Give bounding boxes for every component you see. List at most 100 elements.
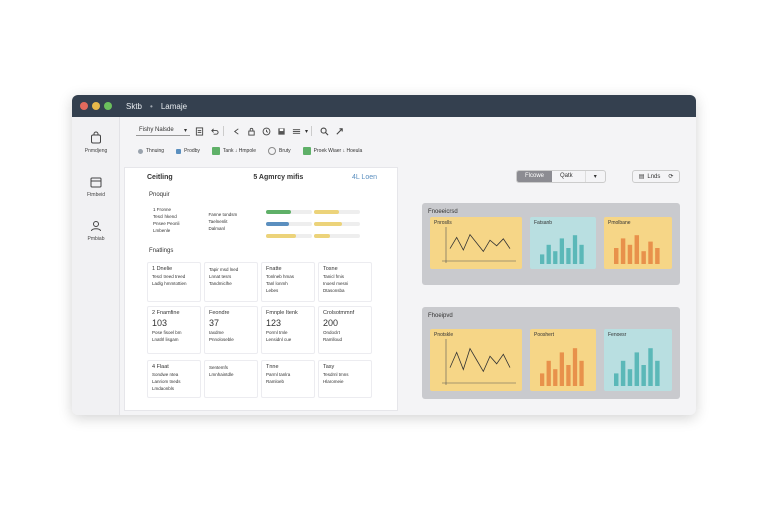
chart-bar xyxy=(641,251,646,264)
section-label: Pnoquir xyxy=(149,192,170,198)
flow-card[interactable]: Pnroslls xyxy=(430,217,522,269)
pointer-icon[interactable] xyxy=(230,125,242,137)
table-row: 4 Flaat Sondwe ntea Lanriom tneds Lmdaonbls… xyxy=(147,360,375,398)
search-icon[interactable] xyxy=(318,125,330,137)
filter-label: Proek Wiaer ↓ Hoeula xyxy=(313,148,363,154)
group-label: Fnoeeicrsd xyxy=(428,209,458,215)
panel-link[interactable]: 4L Loen xyxy=(351,174,377,181)
cell-line: 1 Fronne xyxy=(153,207,172,212)
chart-bar xyxy=(627,244,633,264)
flow-group-2: Fhoeipvd Pnotskle Pooshert Fenoesr xyxy=(422,307,680,399)
chart-bar xyxy=(579,244,584,264)
mini-chart xyxy=(540,235,584,264)
chart-bar xyxy=(620,238,626,264)
list-item[interactable]: Tosne Tanicl fmis Inoesl mesni Dtasonsba xyxy=(318,262,372,302)
filter-tank[interactable]: Tank ↓ Hmpole xyxy=(211,147,256,155)
cell-line: Lmbenle xyxy=(153,228,171,233)
flow-card[interactable]: Fenoesr xyxy=(604,329,672,391)
view-select[interactable]: Fishy Nalsde ▾ xyxy=(136,126,190,136)
sidebar-item-1[interactable]: Pnmdjeng xyxy=(72,123,120,161)
item-line: Lnnat tesrs xyxy=(209,274,232,279)
table-row: 1 Dnelie Tescl treed treed Ladlg hmmtottie… xyxy=(147,262,375,302)
layout-button[interactable]: ▤ Lnds ⟳ xyxy=(631,170,681,183)
progress-fill xyxy=(266,222,289,226)
item-line: Lebes xyxy=(266,288,279,293)
item-value: 103 xyxy=(152,318,168,328)
list-item[interactable]: 4 Flaat Sondwe ntea Lanriom tneds Lmdaonbls xyxy=(147,360,201,398)
flow-card[interactable]: Fatsanb xyxy=(530,217,596,269)
cell-line: Tescl hkend xyxy=(153,214,177,219)
panel-header: Ceitling 5 Agmrcy mifis 4L Loen xyxy=(147,174,377,181)
chevron-down-icon[interactable]: ▾ xyxy=(584,171,605,182)
row-cell: 1 Fronne Tescl hkend Pnsee Peonli Lmbenl… xyxy=(147,206,209,234)
chart-bar xyxy=(546,360,551,386)
sidebar-item-2[interactable]: Ftmbeid xyxy=(72,167,120,205)
filter-bruty[interactable]: Bruty xyxy=(268,147,291,155)
item-value: 37 xyxy=(209,318,220,328)
title-bar: Sktb • Lamaje xyxy=(72,95,696,117)
chevron-down-icon[interactable]: ▾ xyxy=(305,128,309,135)
filter-prodby[interactable]: Prodby xyxy=(176,148,200,154)
toolbar-divider xyxy=(223,126,224,136)
chart-bar xyxy=(553,251,558,264)
list-item[interactable]: Fmnple Itenk 123 Porml tmle Lensidnl cue xyxy=(261,306,315,354)
filter-thnuing[interactable]: Thnuing xyxy=(138,148,164,154)
list-item[interactable]: 1 Dnelie Tescl treed treed Ladlg hmmtottie… xyxy=(147,262,201,302)
progress-column xyxy=(264,206,375,238)
chart-bar xyxy=(559,352,564,386)
status-icon xyxy=(211,147,220,155)
list-item[interactable]: Feondre 37 Iaxdme Pnnoloseble xyxy=(204,306,258,354)
panel-subtitle: 5 Agmrcy mifis xyxy=(253,174,304,181)
progress-fill xyxy=(314,222,342,226)
list-icon[interactable] xyxy=(290,125,302,137)
tab-flow[interactable]: Flcowe xyxy=(517,171,553,182)
item-heading: 2 Fnamfine xyxy=(152,310,180,316)
clock-icon[interactable] xyxy=(260,125,272,137)
document-icon[interactable] xyxy=(193,125,205,137)
flow-card[interactable]: Pooshert xyxy=(530,329,596,391)
flow-card[interactable]: Pnotskle xyxy=(430,329,522,391)
minimize-window-button[interactable] xyxy=(92,102,100,110)
item-line: Ramloeb xyxy=(266,379,285,384)
chart-bar xyxy=(579,360,584,386)
list-item[interactable]: Crolsotmmnf 200 Ondoclrt Ramlloud xyxy=(318,306,372,354)
undo-icon[interactable] xyxy=(208,125,220,137)
save-icon[interactable] xyxy=(275,125,287,137)
mini-chart xyxy=(614,235,660,264)
lock-icon[interactable] xyxy=(245,125,257,137)
section-label: Fnatlings xyxy=(149,248,174,254)
settings-panel: Ceitling 5 Agmrcy mifis 4L Loen Pnoquir … xyxy=(124,167,398,411)
expand-icon[interactable] xyxy=(333,125,345,137)
view-controls: Flcowe Qatk ▾ ▤ Lnds ⟳ xyxy=(516,170,681,183)
list-item[interactable]: 2 Fnamfine 103 Pose fisoel bm Lnatlrl lisga… xyxy=(147,306,201,354)
cell-line: Pnsee Peonli xyxy=(153,221,180,226)
progress-bar xyxy=(314,222,360,226)
window-title: Sktb xyxy=(126,101,143,111)
chart-bar xyxy=(540,254,545,264)
tag-icon xyxy=(138,148,143,154)
list-item[interactable]: Tasy Tesdrnl tmns Hlaromeie xyxy=(318,360,372,398)
chart-bar xyxy=(546,244,551,264)
list-item[interactable]: Fnatte Tonlneb hmas Tanl lonmh Lebes xyxy=(261,262,315,302)
app-window: Sktb • Lamaje Pnmdjeng Ftmbeid Pmbiab Fi… xyxy=(72,95,696,415)
zoom-window-button[interactable] xyxy=(104,102,112,110)
chart-bar xyxy=(572,348,578,386)
table-row: 1 Fronne Tescl hkend Pnsee Peonli Lmbenl… xyxy=(147,206,375,238)
tab-qatk[interactable]: Qatk xyxy=(560,173,573,179)
list-item[interactable]: Sentemfs Lmnhaintdle xyxy=(204,360,258,398)
filter-proek[interactable]: Proek Wiaer ↓ Hoeula xyxy=(302,147,363,155)
cell-line: Dalmanl xyxy=(208,226,226,231)
sidebar-item-3[interactable]: Pmbiab xyxy=(72,211,120,249)
view-toggle: Flcowe Qatk ▾ xyxy=(516,170,606,183)
flow-card[interactable]: Pmolbane xyxy=(604,217,672,269)
list-item[interactable]: Tapir msd lned Lnnat tesrs Tandmiclhe xyxy=(204,262,258,302)
panel-title: Ceitling xyxy=(147,174,173,181)
toolbar: Fishy Nalsde ▾ ▾ xyxy=(136,123,345,139)
card-title: Pmolbane xyxy=(608,220,631,226)
cell-line: Taelnenlit xyxy=(208,219,228,224)
list-item[interactable]: Tnne Parml tanlra Ramloeb xyxy=(261,360,315,398)
close-window-button[interactable] xyxy=(80,102,88,110)
mini-chart xyxy=(442,227,516,263)
item-line: Tanicl fmis xyxy=(323,274,345,279)
grid-icon: ▤ xyxy=(638,174,645,180)
